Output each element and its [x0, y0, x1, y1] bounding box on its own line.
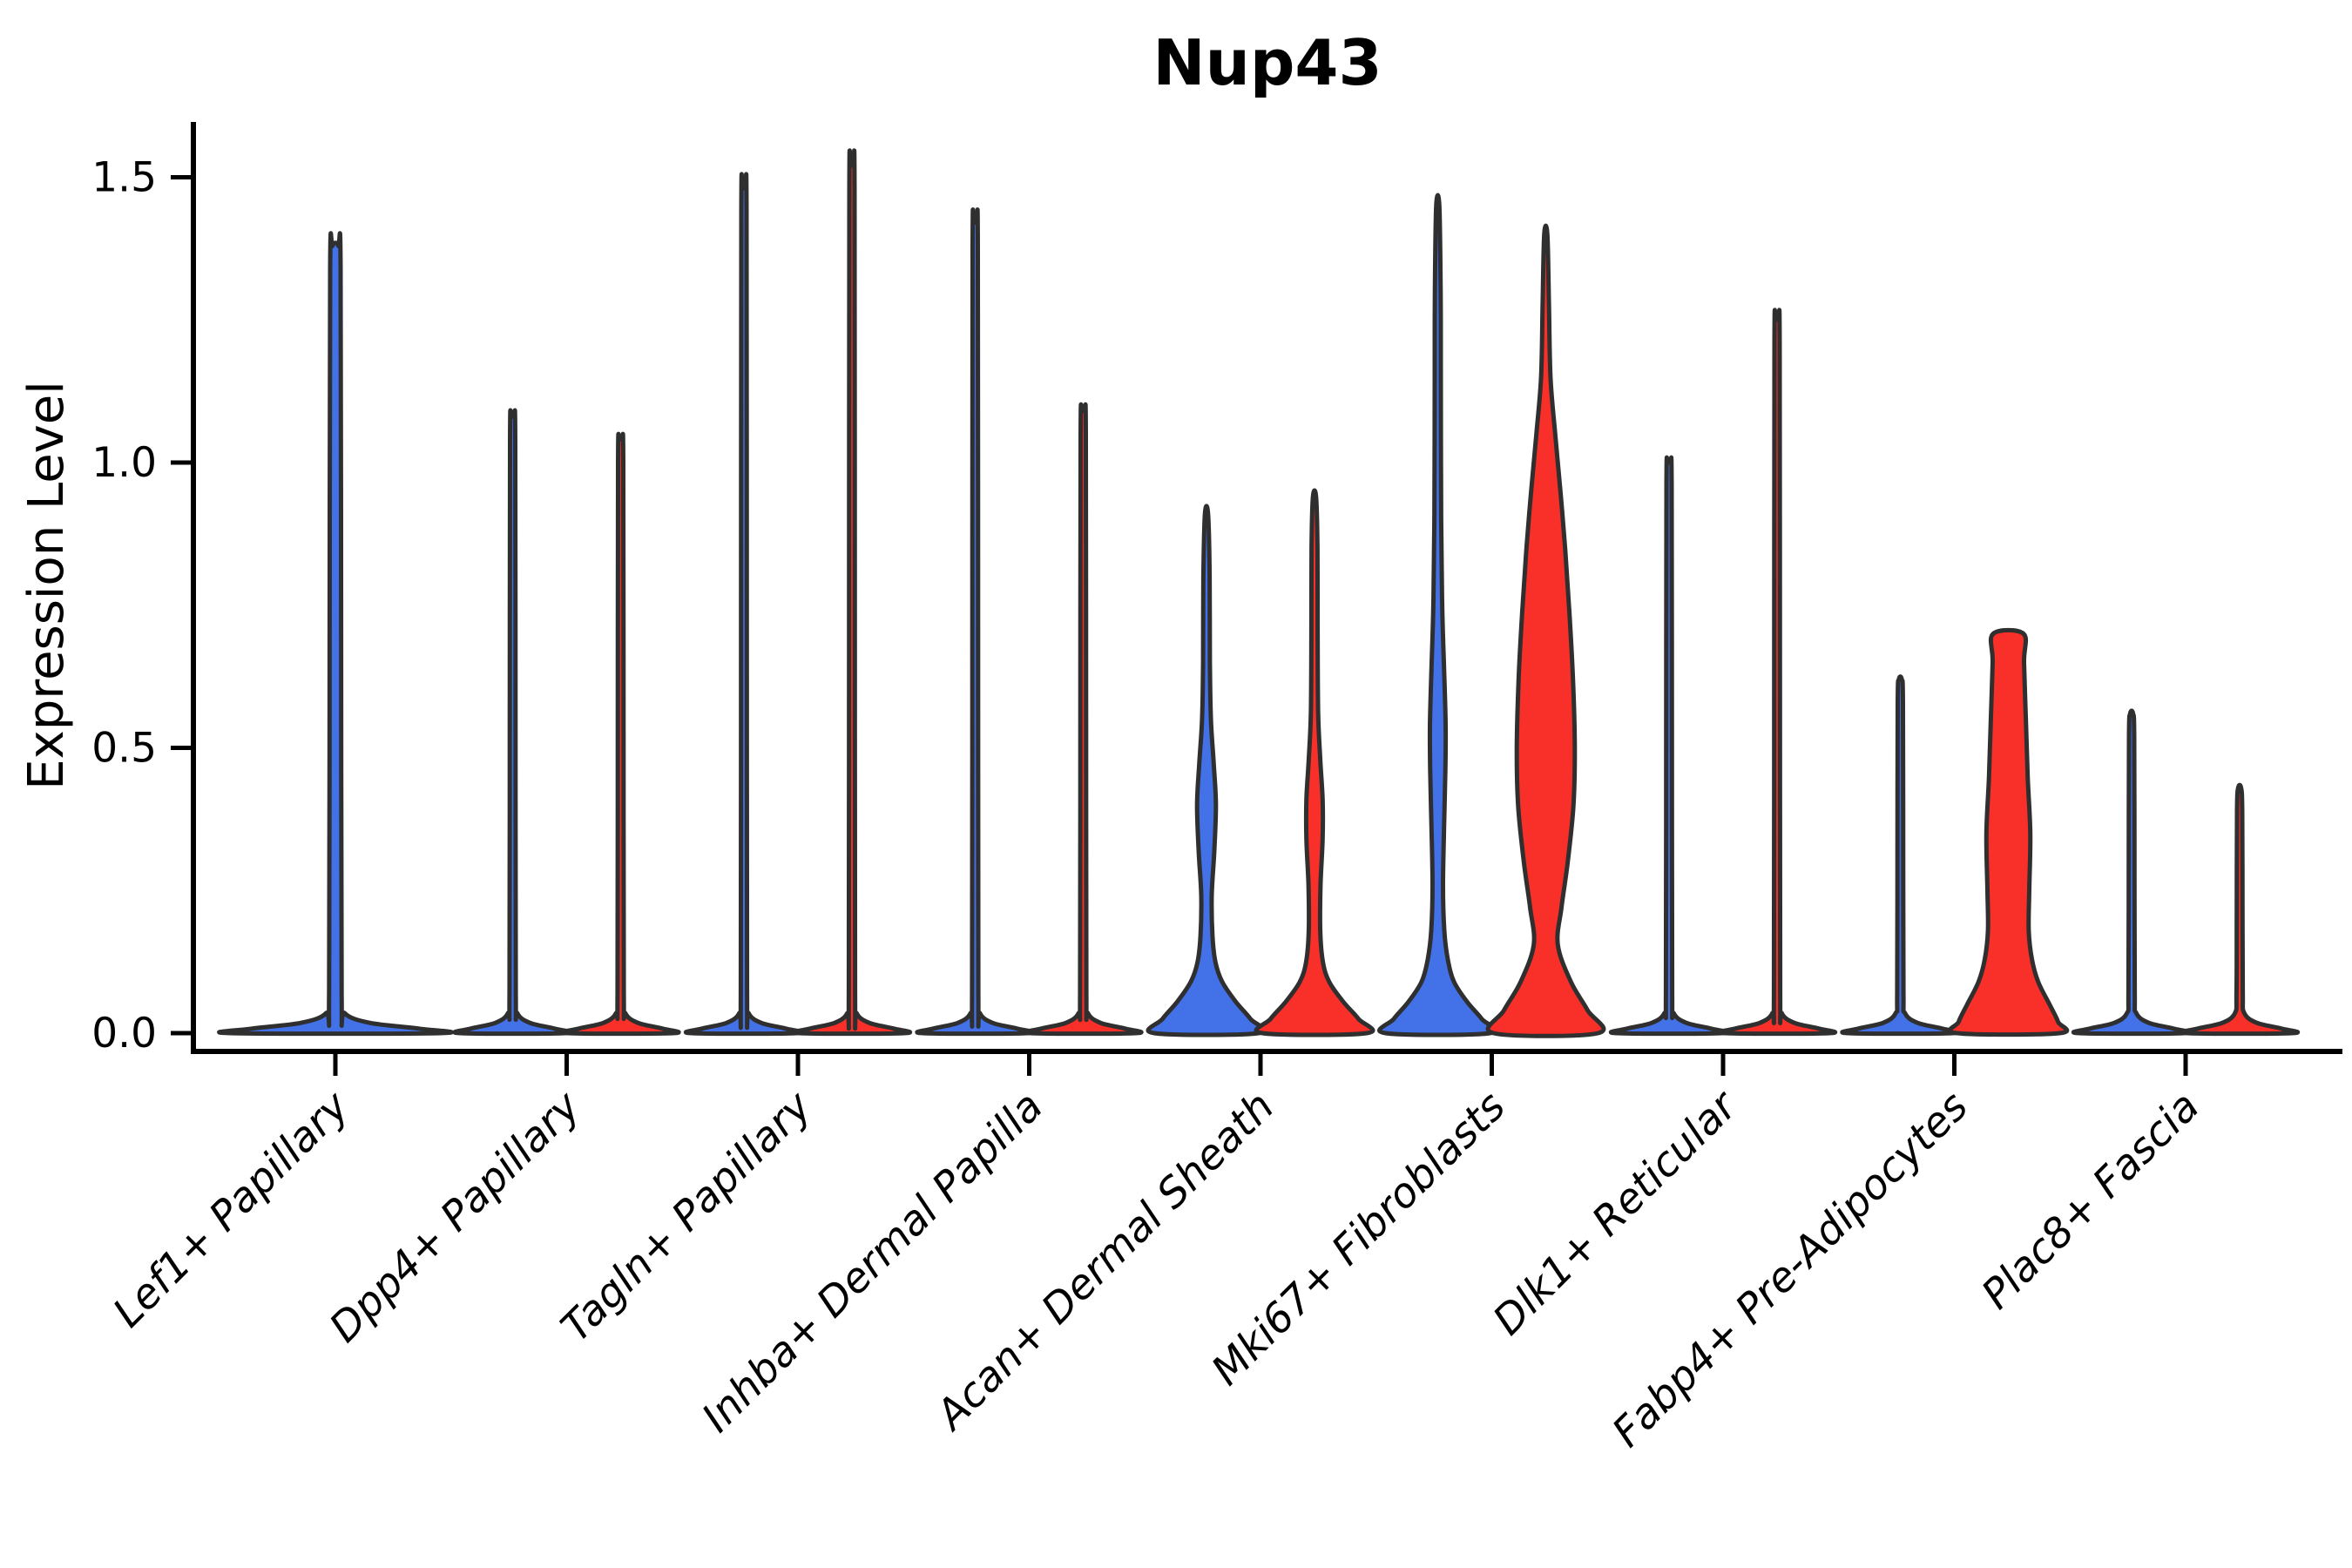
y-tick-label: 0.5 [91, 725, 157, 773]
x-tick-label: Plac8+ Fascia [1972, 1083, 2208, 1319]
violin-tagln-red [791, 148, 913, 1037]
x-tick-label: Dpp4+ Papillary [321, 1082, 591, 1352]
y-axis-label: Expression Level [18, 381, 75, 790]
violin-mki67-blue [1377, 193, 1498, 1037]
violin-dlk1-red [1716, 308, 1838, 1037]
violin-acan-blue [1146, 504, 1267, 1037]
violin-dpp4-red [560, 431, 681, 1037]
violin-fabp4-blue [1840, 674, 1961, 1037]
x-tick-label: Lef1+ Papillary [104, 1082, 359, 1337]
violin-tagln-blue [683, 172, 805, 1037]
violin-inhba-blue [915, 207, 1036, 1037]
y-tick-label: 1.0 [91, 439, 157, 487]
violin-mki67-red [1485, 223, 1606, 1038]
violin-fabp4-red [1947, 627, 2070, 1037]
x-tick-label: Dlk1+ Reticular [1484, 1081, 1748, 1345]
violin-plac8-red [2179, 782, 2301, 1037]
violin-dlk1-blue [1608, 455, 1730, 1037]
violin-acan-red [1254, 488, 1375, 1037]
violin-inhba-red [1023, 402, 1144, 1037]
x-tick-label: Tagln+ Papillary [552, 1082, 822, 1352]
plot-title: Nup43 [1152, 26, 1382, 99]
y-tick-label: 1.5 [91, 154, 157, 202]
violin-plac8-blue [2071, 708, 2193, 1037]
violin-lef1-blue [217, 231, 454, 1037]
violin-dpp4-blue [452, 408, 573, 1037]
y-tick-label: 0.0 [91, 1010, 157, 1058]
